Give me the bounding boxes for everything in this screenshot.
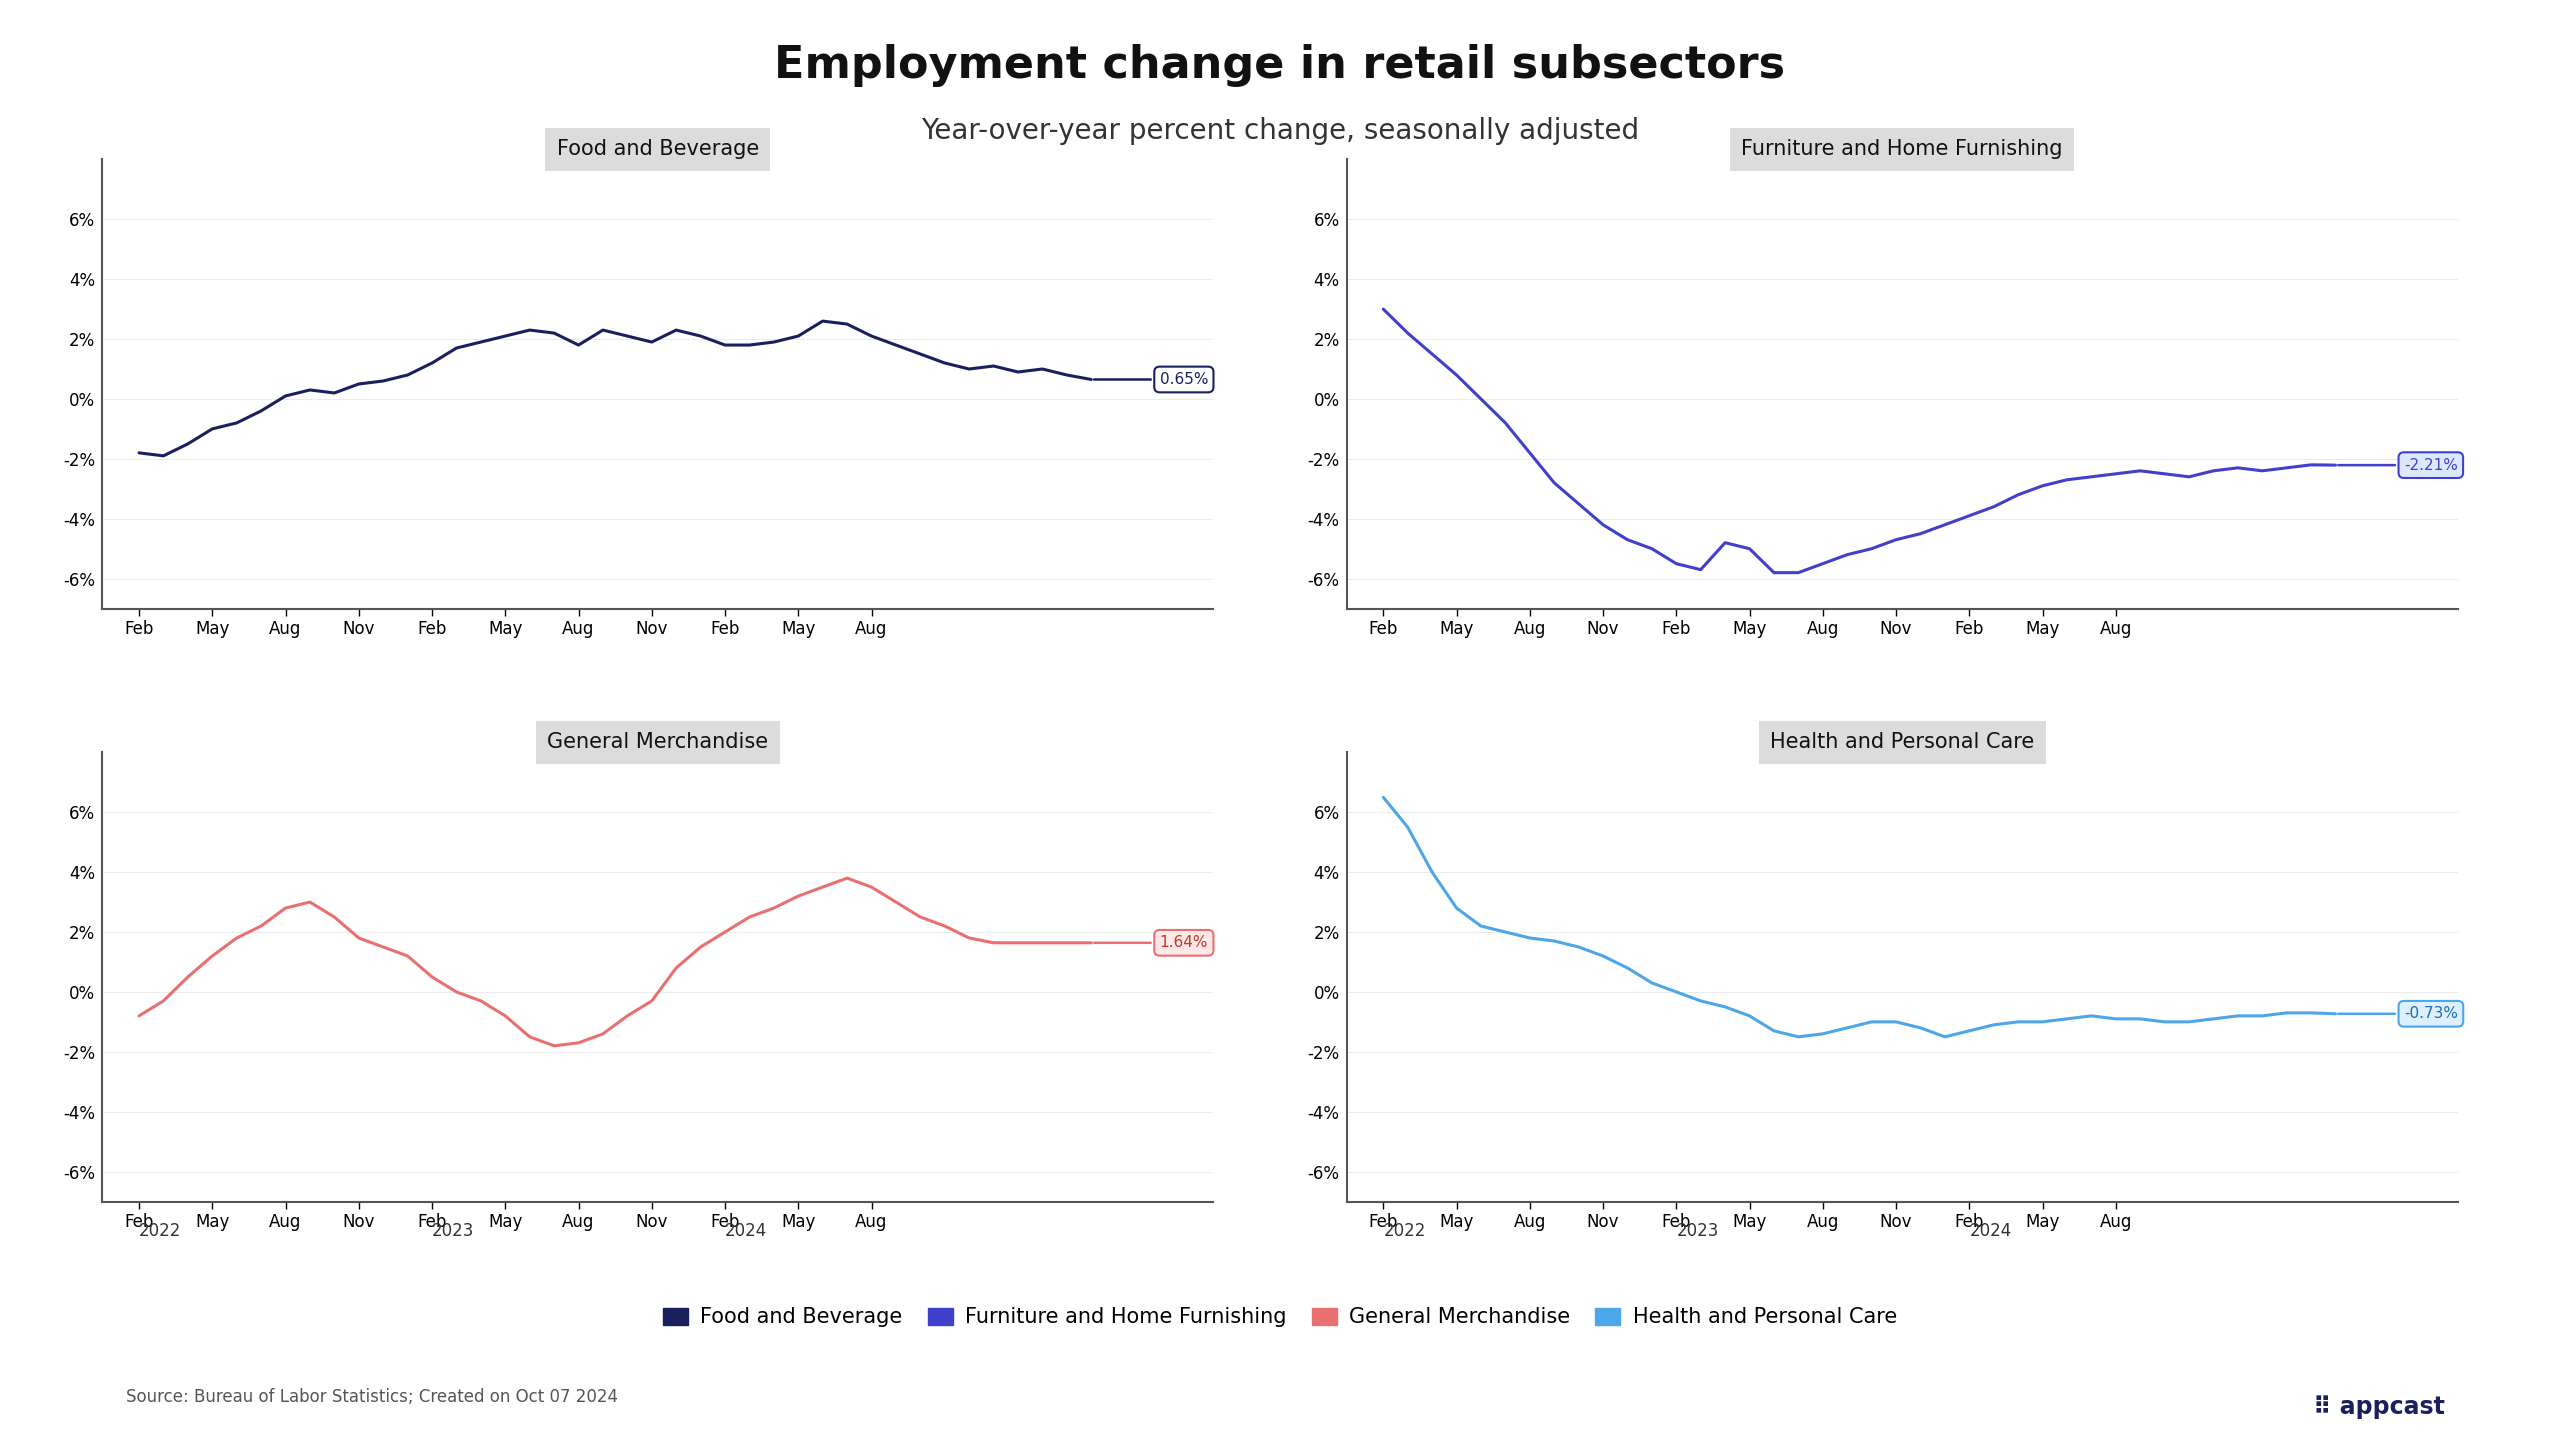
- Text: 2023: 2023: [1677, 1222, 1718, 1240]
- Text: -2.21%: -2.21%: [2337, 458, 2458, 473]
- Text: -0.73%: -0.73%: [2337, 1007, 2458, 1021]
- Text: 0.65%: 0.65%: [1093, 372, 1208, 387]
- Text: Employment change in retail subsectors: Employment change in retail subsectors: [776, 44, 1784, 87]
- Legend: Food and Beverage, Furniture and Home Furnishing, General Merchandise, Health an: Food and Beverage, Furniture and Home Fu…: [655, 1299, 1905, 1336]
- Text: 2024: 2024: [1969, 1222, 2012, 1240]
- Title: Furniture and Home Furnishing: Furniture and Home Furnishing: [1741, 140, 2063, 160]
- Text: Source: Bureau of Labor Statistics; Created on Oct 07 2024: Source: Bureau of Labor Statistics; Crea…: [125, 1388, 617, 1406]
- Title: Food and Beverage: Food and Beverage: [556, 140, 758, 160]
- Text: Year-over-year percent change, seasonally adjusted: Year-over-year percent change, seasonall…: [922, 116, 1638, 144]
- Text: ⠿ appcast: ⠿ appcast: [2312, 1395, 2445, 1419]
- Text: 1.64%: 1.64%: [1093, 936, 1208, 950]
- Text: 2023: 2023: [433, 1222, 474, 1240]
- Text: 2022: 2022: [1382, 1222, 1426, 1240]
- Title: General Merchandise: General Merchandise: [548, 732, 768, 752]
- Text: 2022: 2022: [138, 1222, 182, 1240]
- Title: Health and Personal Care: Health and Personal Care: [1769, 732, 2035, 752]
- Text: 2024: 2024: [724, 1222, 768, 1240]
